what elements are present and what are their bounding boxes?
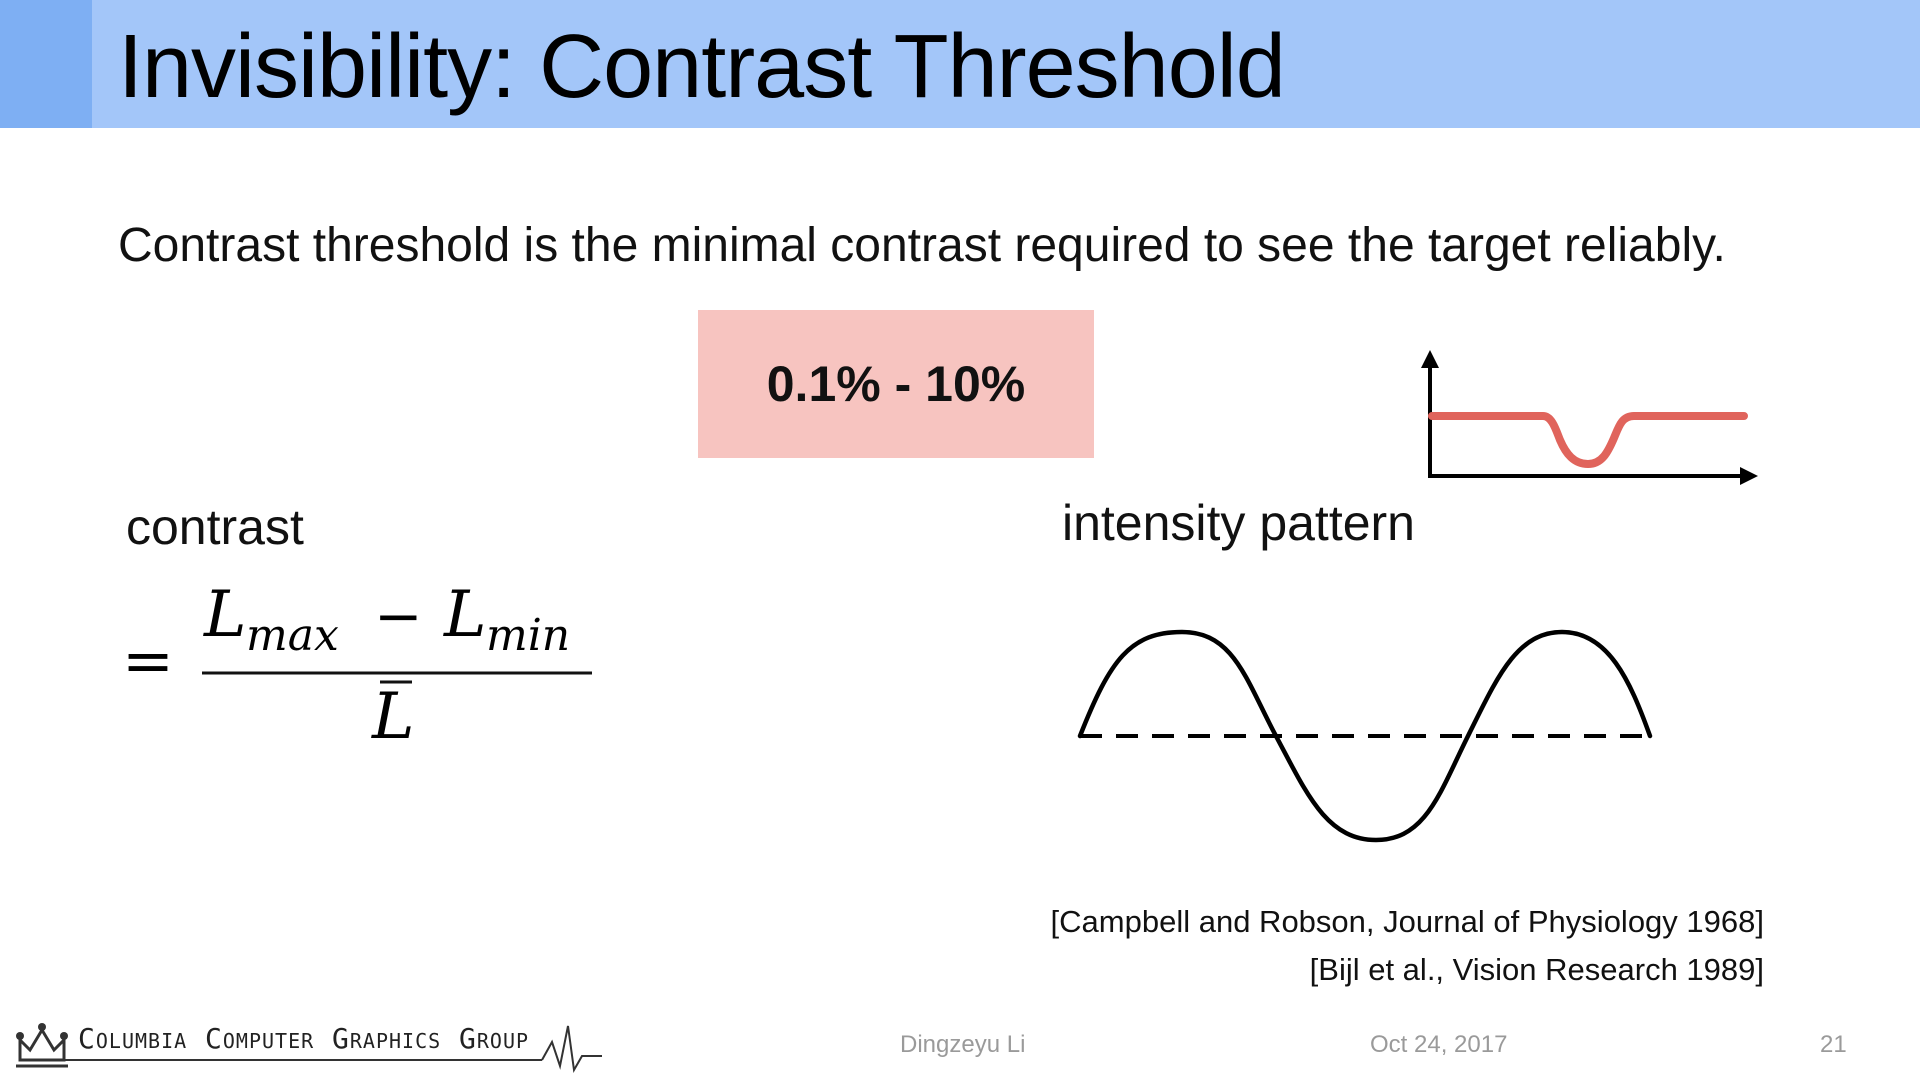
sine-wave-curve	[1077, 629, 1653, 843]
threshold-range-value: 0.1% - 10%	[766, 356, 1026, 412]
formula-lmax: L	[203, 578, 247, 652]
title-bar	[0, 0, 1920, 128]
footer-logo: Columbia Computer Graphics Group	[12, 1018, 612, 1076]
title-accent	[0, 0, 92, 128]
threshold-range-box: 0.1% - 10%	[698, 310, 1094, 458]
definition-text: Contrast threshold is the minimal contra…	[118, 219, 1726, 272]
citation-bijl: [Bijl et al., Vision Research 1989]	[1309, 952, 1764, 987]
crown-icon	[16, 1023, 68, 1068]
formula-lmin: L	[443, 578, 487, 652]
sine-wave-pattern	[1070, 620, 1670, 860]
formula-lmin-sub: min	[486, 610, 570, 661]
contrast-formula: = L max − L min L	[112, 570, 612, 770]
profile-line	[1428, 412, 1748, 469]
slide-title: Invisibility: Contrast Threshold	[118, 17, 1286, 117]
intensity-pattern-label: intensity pattern	[1062, 495, 1415, 551]
formula-equals: =	[122, 624, 174, 697]
heartbeat-line-icon	[32, 1025, 602, 1074]
formula-minus: −	[374, 582, 423, 650]
group-name: Columbia Computer Graphics Group	[78, 1022, 530, 1055]
citation-campbell-robson: [Campbell and Robson, Journal of Physiol…	[1050, 904, 1764, 939]
profile-x-arrow	[1740, 467, 1758, 485]
formula-lmax-sub: max	[246, 610, 339, 661]
footer-page-number: 21	[1820, 1031, 1847, 1058]
contrast-label: contrast	[126, 499, 304, 555]
footer-author: Dingzeyu Li	[900, 1031, 1026, 1058]
intensity-profile-plot	[1410, 350, 1760, 490]
formula-lbar: L	[371, 680, 415, 754]
footer-date: Oct 24, 2017	[1370, 1031, 1508, 1058]
profile-y-arrow	[1421, 350, 1439, 368]
